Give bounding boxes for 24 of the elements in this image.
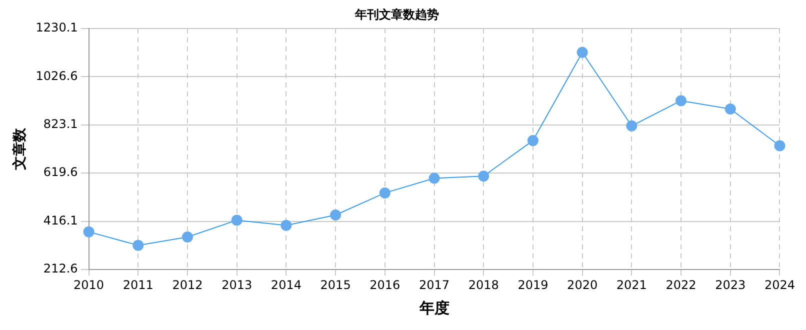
x-tick-label: 2014	[270, 278, 302, 292]
x-tick-label: 2022	[666, 278, 696, 292]
x-axis-title: 年度	[418, 298, 450, 317]
x-tick-label: 2021	[616, 278, 647, 292]
y-tick-label: 416.1	[43, 213, 78, 228]
x-tick-label: 2018	[468, 278, 499, 292]
x-tick-label: 2011	[122, 278, 154, 292]
y-tick-label: 1230.1	[36, 20, 78, 35]
x-tick-label: 2016	[370, 278, 400, 292]
x-tick-label: 2010	[74, 278, 104, 292]
y-tick-label: 823.1	[43, 117, 78, 132]
x-tick-label: 2024	[764, 278, 796, 292]
x-tick-label: 2015	[320, 278, 351, 292]
y-tick-label: 1026.6	[36, 68, 78, 83]
y-tick-label: 212.6	[43, 262, 78, 276]
x-tick-label: 2023	[715, 278, 746, 292]
y-tick-label: 619.6	[43, 165, 78, 180]
chart-title: 年刊文章数趋势	[354, 7, 439, 22]
x-tick-label: 2013	[222, 278, 252, 292]
x-tick-label: 2012	[172, 278, 203, 292]
x-tick-label: 2019	[518, 278, 548, 292]
x-tick-label: 2020	[567, 278, 598, 292]
y-axis-title: 文章数	[11, 127, 28, 171]
x-tick-label: 2017	[418, 278, 450, 292]
